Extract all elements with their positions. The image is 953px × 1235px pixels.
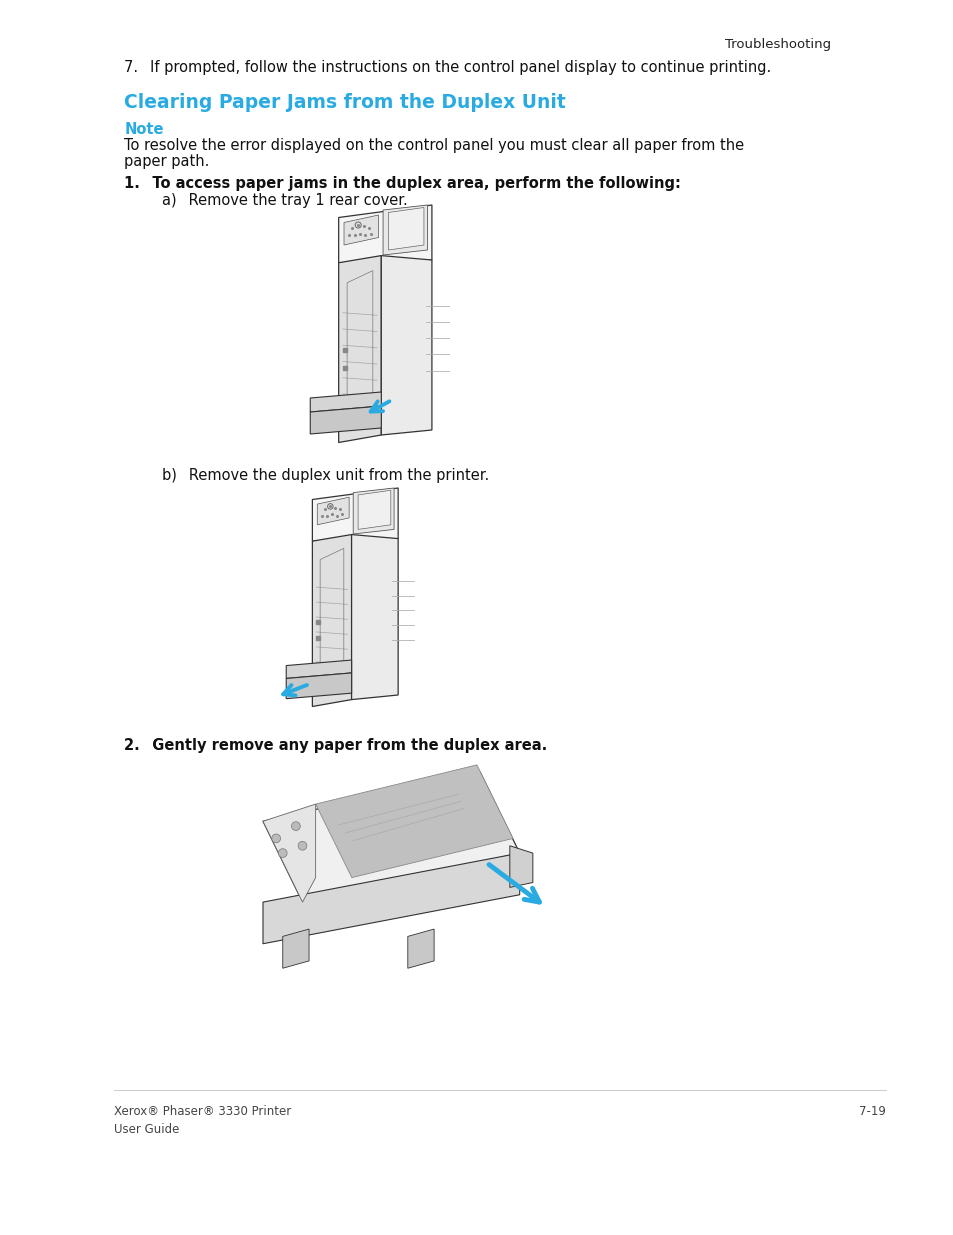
Text: To resolve the error displayed on the control panel you must clear all paper fro: To resolve the error displayed on the co… — [124, 138, 743, 153]
Text: b)  Remove the duplex unit from the printer.: b) Remove the duplex unit from the print… — [162, 468, 489, 483]
Polygon shape — [353, 488, 394, 534]
Circle shape — [297, 841, 307, 850]
Polygon shape — [263, 772, 519, 902]
Polygon shape — [407, 929, 434, 968]
Text: Xerox® Phaser® 3330 Printer: Xerox® Phaser® 3330 Printer — [114, 1105, 292, 1118]
Polygon shape — [263, 853, 519, 944]
Polygon shape — [352, 535, 397, 699]
Text: 2.  Gently remove any paper from the duplex area.: 2. Gently remove any paper from the dupl… — [124, 739, 547, 753]
Polygon shape — [317, 498, 349, 525]
Polygon shape — [338, 256, 381, 442]
Polygon shape — [381, 256, 432, 435]
Polygon shape — [310, 406, 381, 433]
Polygon shape — [263, 804, 315, 902]
Polygon shape — [388, 207, 423, 249]
Text: paper path.: paper path. — [124, 154, 210, 169]
Text: a)  Remove the tray 1 rear cover.: a) Remove the tray 1 rear cover. — [162, 193, 408, 207]
Text: 1.  To access paper jams in the duplex area, perform the following:: 1. To access paper jams in the duplex ar… — [124, 177, 680, 191]
Circle shape — [292, 821, 300, 831]
Text: 7.  If prompted, follow the instructions on the control panel display to continu: 7. If prompted, follow the instructions … — [124, 61, 771, 75]
Polygon shape — [312, 535, 352, 706]
Polygon shape — [286, 659, 352, 678]
Text: 7-19: 7-19 — [858, 1105, 884, 1118]
Polygon shape — [282, 929, 309, 968]
Circle shape — [278, 848, 287, 857]
Polygon shape — [315, 764, 513, 878]
Text: Troubleshooting: Troubleshooting — [724, 38, 830, 51]
Polygon shape — [509, 846, 533, 888]
Polygon shape — [310, 391, 381, 412]
Text: Clearing Paper Jams from the Duplex Unit: Clearing Paper Jams from the Duplex Unit — [124, 93, 565, 112]
Circle shape — [272, 834, 280, 842]
Polygon shape — [286, 673, 352, 699]
Text: Note: Note — [124, 122, 164, 137]
Polygon shape — [383, 205, 427, 254]
Polygon shape — [357, 490, 391, 530]
Text: User Guide: User Guide — [114, 1123, 179, 1136]
Polygon shape — [344, 215, 378, 245]
Polygon shape — [338, 205, 432, 263]
Polygon shape — [312, 488, 397, 541]
